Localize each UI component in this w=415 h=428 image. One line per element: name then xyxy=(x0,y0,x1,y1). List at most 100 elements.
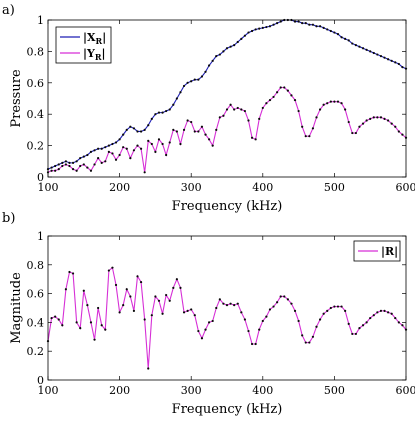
data-point-r xyxy=(139,280,143,284)
data-point-xr xyxy=(139,130,143,133)
y-tick-label: 0.8 xyxy=(27,259,45,272)
data-point-xr xyxy=(111,142,114,146)
data-point-r xyxy=(118,311,121,314)
data-point-yr xyxy=(394,125,397,128)
data-point-r xyxy=(229,302,232,305)
data-point-yr xyxy=(304,135,307,138)
data-point-xr xyxy=(168,108,171,111)
data-point-r xyxy=(129,295,132,298)
data-point-yr xyxy=(225,108,229,111)
data-point-xr xyxy=(182,84,186,88)
data-point-xr xyxy=(322,26,325,29)
data-point-yr xyxy=(286,89,289,92)
data-point-yr xyxy=(297,109,300,113)
data-point-yr xyxy=(233,108,236,111)
data-point-xr xyxy=(107,144,110,147)
data-point-xr xyxy=(79,157,82,160)
data-point-yr xyxy=(290,94,293,97)
y-tick-label: 0.6 xyxy=(27,288,45,301)
data-point-yr xyxy=(276,91,279,94)
x-tick-label: 200 xyxy=(109,384,130,397)
data-point-r xyxy=(215,306,218,310)
data-point-xr xyxy=(333,31,336,34)
data-point-r xyxy=(372,314,375,317)
data-point-yr xyxy=(186,119,189,122)
panel-a-xlabel: Frequency (kHz) xyxy=(172,199,283,214)
data-point-r xyxy=(318,318,322,321)
data-point-r xyxy=(361,324,365,327)
data-point-yr xyxy=(401,133,404,136)
x-tick-label: 500 xyxy=(324,384,345,397)
data-point-yr xyxy=(147,139,150,142)
data-point-r xyxy=(290,302,293,305)
data-point-r xyxy=(100,324,103,327)
data-point-xr xyxy=(129,125,132,128)
data-point-yr xyxy=(215,128,218,131)
data-point-xr xyxy=(240,37,243,40)
x-tick-label: 300 xyxy=(181,181,202,194)
data-point-xr xyxy=(361,47,365,50)
data-point-yr xyxy=(243,109,246,113)
data-point-xr xyxy=(279,20,282,23)
data-point-xr xyxy=(68,161,71,164)
data-point-yr xyxy=(54,169,57,172)
data-point-xr xyxy=(340,36,343,39)
data-point-yr xyxy=(315,116,318,119)
panel-a-ylabel: Pressure xyxy=(9,69,24,128)
data-point-r xyxy=(57,318,60,321)
legend-entry-x-r: |XR| xyxy=(60,31,106,46)
panel-a-legend: |XR| |YR| xyxy=(55,26,112,64)
data-point-xr xyxy=(351,42,354,45)
data-point-yr xyxy=(387,119,390,122)
x-tick-label: 600 xyxy=(396,181,415,194)
data-point-xr xyxy=(54,164,57,168)
data-point-r xyxy=(186,309,189,312)
data-point-xr xyxy=(229,45,232,48)
data-point-xr xyxy=(150,117,153,121)
data-point-yr xyxy=(333,100,336,103)
data-point-xr xyxy=(318,25,322,28)
data-point-r xyxy=(225,304,229,307)
data-point-yr xyxy=(172,128,175,131)
data-point-xr xyxy=(390,59,393,62)
data-point-r xyxy=(376,311,379,314)
data-point-yr xyxy=(311,127,315,130)
data-point-yr xyxy=(326,102,329,105)
data-point-yr xyxy=(179,142,182,146)
data-point-yr xyxy=(61,164,64,168)
data-point-r xyxy=(168,299,171,302)
data-point-yr xyxy=(129,157,132,160)
panel-b-legend: |R| xyxy=(353,240,401,262)
data-point-yr xyxy=(301,125,304,128)
data-point-r xyxy=(344,309,347,312)
data-point-yr xyxy=(143,171,146,174)
data-point-xr xyxy=(268,25,272,28)
data-point-r xyxy=(165,293,168,297)
data-point-xr xyxy=(193,78,196,81)
legend-entry-y-r: |YR| xyxy=(60,47,106,62)
data-point-yr xyxy=(125,147,128,150)
data-point-yr xyxy=(318,108,322,111)
data-point-xr xyxy=(304,22,307,25)
data-point-xr xyxy=(179,91,182,94)
data-point-r xyxy=(143,318,146,321)
data-point-r xyxy=(204,328,207,331)
data-point-xr xyxy=(326,28,329,31)
data-point-r xyxy=(150,314,153,317)
data-point-r xyxy=(200,337,204,340)
data-point-xr xyxy=(250,29,254,33)
data-point-r xyxy=(397,321,400,324)
data-point-yr xyxy=(272,95,275,99)
data-point-r xyxy=(233,304,236,307)
data-point-xr xyxy=(190,80,193,83)
data-point-xr xyxy=(75,160,78,163)
data-point-r xyxy=(79,327,82,330)
data-point-xr xyxy=(379,55,383,58)
panel-a-ticks: 100 200 300 400 500 600 0 0.2 0.4 0.6 0.8 1 xyxy=(27,14,415,194)
data-point-yr xyxy=(175,130,178,133)
data-point-yr xyxy=(68,164,71,168)
data-point-r xyxy=(369,316,372,320)
data-point-r xyxy=(243,318,246,321)
series-line-yr xyxy=(47,86,407,173)
data-point-r xyxy=(86,304,89,307)
